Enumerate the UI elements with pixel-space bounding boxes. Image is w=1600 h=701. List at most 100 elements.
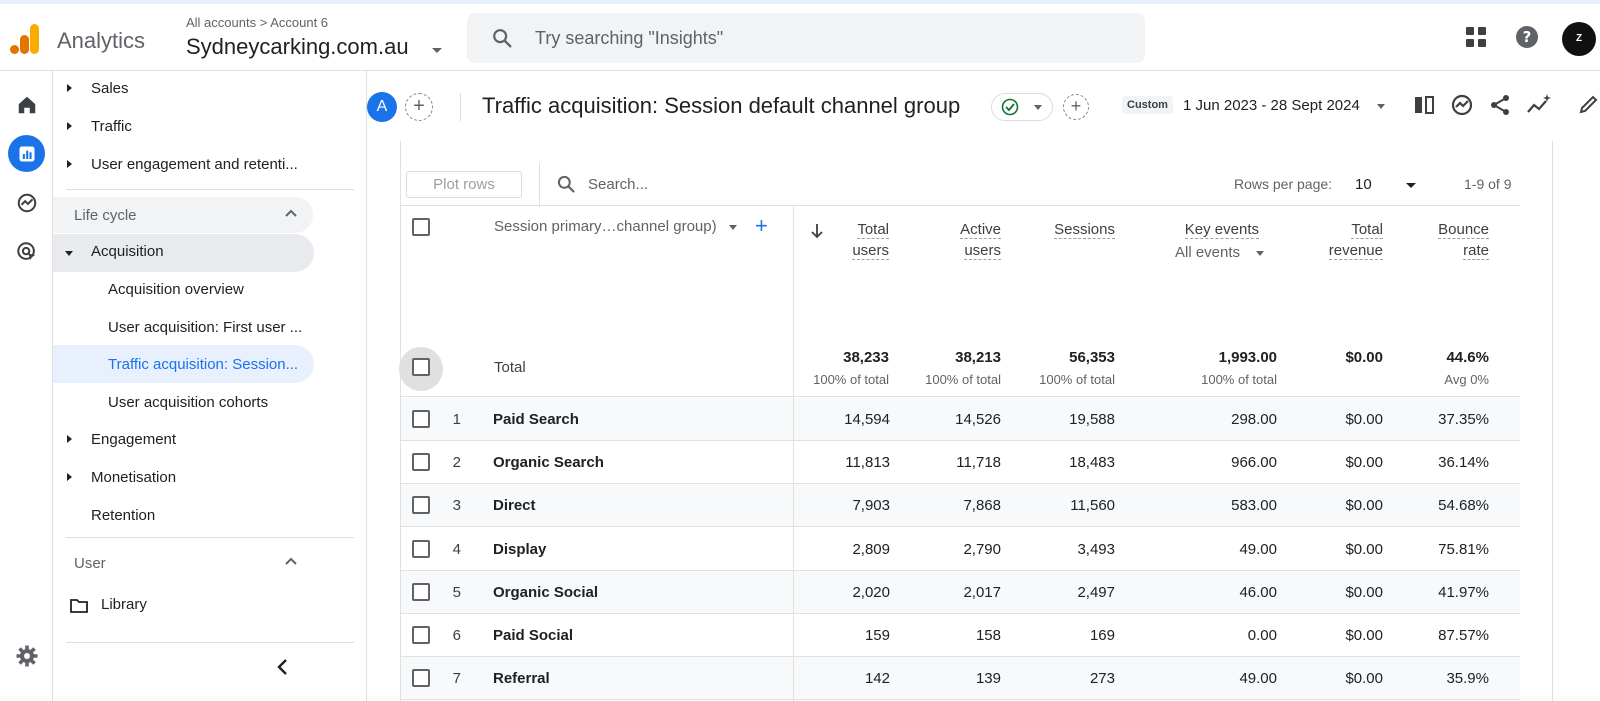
expand-user-engagement-icon[interactable]	[67, 160, 72, 168]
row-total-users: 11,813	[845, 454, 890, 472]
property-selector[interactable]: Sydneycarking.com.au	[186, 34, 409, 59]
row-sessions: 169	[1089, 627, 1115, 644]
rail-explore[interactable]	[8, 184, 45, 221]
compare-columns-icon[interactable]	[1412, 93, 1436, 117]
total-total-revenue: $0.00	[1345, 349, 1383, 366]
edit-pencil-icon[interactable]	[1577, 93, 1599, 117]
nav-monetisation[interactable]: Monetisation	[91, 469, 177, 486]
row-channel-name[interactable]: Paid Social	[493, 627, 574, 644]
property-caret-down-icon[interactable]	[432, 48, 442, 53]
section-user[interactable]: User	[53, 545, 313, 581]
comparison-avatar[interactable]: A	[367, 92, 397, 122]
add-filter-button[interactable]: +	[1063, 94, 1089, 120]
table-row[interactable]: 1 Paid Search 14,594 14,526 19,588 298.00 $0.0…	[401, 398, 1520, 441]
row-checkbox[interactable]	[412, 539, 430, 558]
account-breadcrumb[interactable]: All accounts > Account 6	[186, 15, 328, 30]
nav-user-acquisition[interactable]: User acquisition: First user ...	[108, 319, 303, 336]
rail-advertising[interactable]	[8, 233, 45, 270]
insights-icon[interactable]	[1450, 93, 1474, 117]
row-channel-name[interactable]: Paid Search	[493, 411, 579, 428]
section-life-cycle-label: Life cycle	[74, 207, 137, 224]
add-comparison-button[interactable]: +	[405, 93, 433, 121]
row-checkbox[interactable]	[412, 410, 430, 428]
col-header-active-users[interactable]: Active users	[920, 219, 1001, 261]
report-status-pill[interactable]	[991, 93, 1053, 121]
row-checkbox[interactable]	[412, 582, 430, 601]
nav-user-acquisition-cohorts[interactable]: User acquisition cohorts	[108, 394, 269, 411]
rail-home[interactable]	[8, 86, 45, 123]
row-key-events: 46.00	[1239, 583, 1277, 601]
apps-grid-icon[interactable]	[1465, 26, 1487, 48]
nav-library[interactable]: Library	[101, 596, 147, 613]
key-events-filter[interactable]: All events	[1175, 244, 1241, 261]
global-search[interactable]: Try searching "Insights"	[467, 13, 1145, 63]
collapse-acquisition-icon[interactable]	[65, 251, 73, 256]
row-checkbox[interactable]	[412, 626, 430, 644]
nav-sales[interactable]: Sales	[91, 80, 129, 97]
nav-engagement[interactable]: Engagement	[91, 431, 177, 448]
dimension-caret-down-icon[interactable]	[729, 225, 737, 230]
row-channel-name[interactable]: Direct	[493, 497, 536, 515]
row-channel-name[interactable]: Referral	[493, 670, 550, 688]
chevron-up-icon[interactable]	[285, 557, 297, 565]
key-events-caret-icon[interactable]	[1256, 251, 1264, 256]
row-active-users: 2,017	[963, 583, 1001, 601]
plot-rows-button[interactable]: Plot rows	[406, 171, 522, 198]
col-header-key-events[interactable]: Key events	[1140, 219, 1259, 240]
user-avatar[interactable]: Z	[1562, 22, 1596, 56]
nav-acquisition[interactable]: Acquisition	[91, 243, 164, 260]
table-row[interactable]: 3 Direct 7,903 7,868 11,560 583.00 $0.00 54.68%	[401, 484, 1520, 528]
expand-engagement-icon[interactable]	[67, 435, 72, 443]
table-row[interactable]: 7 Referral 142 139 273 49.00 $0.00 35.9%	[401, 657, 1520, 701]
row-channel-name[interactable]: Display	[493, 540, 547, 558]
expand-monetisation-icon[interactable]	[67, 473, 72, 481]
add-dimension-plus-icon[interactable]: +	[755, 213, 768, 238]
breadcrumb-account[interactable]: Account 6	[270, 15, 329, 30]
rows-per-page-select[interactable]: 10	[1355, 176, 1372, 193]
title-separator	[460, 93, 461, 121]
row-checkbox[interactable]	[412, 496, 430, 515]
table-row[interactable]: 5 Organic Social 2,020 2,017 2,497 46.00 $0.00…	[401, 570, 1520, 614]
col-header-total-revenue[interactable]: Total revenue	[1290, 219, 1383, 261]
rows-per-page-caret-icon[interactable]	[1406, 183, 1416, 188]
expand-traffic-icon[interactable]	[67, 122, 72, 130]
dimension-column-header[interactable]: Session primary…channel group)	[494, 218, 717, 235]
section-life-cycle[interactable]: Life cycle	[53, 197, 313, 233]
rail-admin[interactable]	[8, 637, 45, 674]
nav-user-engagement[interactable]: User engagement and retenti...	[91, 156, 298, 173]
col-header-sessions[interactable]: Sessions	[1020, 219, 1115, 240]
collapse-nav-chevron-left-icon[interactable]	[276, 658, 288, 676]
sort-arrow-down-icon[interactable]	[810, 223, 824, 239]
expand-sales-icon[interactable]	[67, 84, 72, 92]
rail-reports[interactable]	[8, 135, 45, 172]
nav-acquisition-overview[interactable]: Acquisition overview	[108, 281, 244, 298]
table-row[interactable]: 4 Display 2,809 2,790 3,493 49.00 $0.00 75.81%	[401, 528, 1520, 571]
table-search-input[interactable]: Search...	[588, 176, 649, 193]
row-checkbox[interactable]	[412, 669, 430, 688]
nav-retention[interactable]: Retention	[91, 507, 156, 524]
col-header-bounce-rate[interactable]: Bounce rate	[1400, 219, 1489, 261]
row-checkbox[interactable]	[412, 453, 430, 472]
col-header-total-users[interactable]: Total users	[820, 219, 889, 261]
nav-acquisition-row[interactable]	[53, 234, 314, 272]
date-caret-down-icon[interactable]	[1377, 104, 1385, 109]
date-range-picker[interactable]: 1 Jun 2023 - 28 Sept 2024	[1183, 97, 1360, 114]
row-total-users: 2,020	[852, 583, 890, 601]
select-all-checkbox[interactable]	[412, 218, 430, 236]
page-title: Traffic acquisition: Session default cha…	[482, 93, 961, 118]
table-row[interactable]: 6 Paid Social 159 158 169 0.00 $0.00 87.57%	[401, 614, 1520, 657]
search-placeholder[interactable]: Try searching "Insights"	[535, 28, 724, 48]
total-row-checkbox[interactable]	[412, 358, 430, 376]
nav-traffic[interactable]: Traffic	[91, 118, 132, 135]
help-icon[interactable]: ?	[1515, 25, 1539, 49]
nav-traffic-acquisition[interactable]: Traffic acquisition: Session...	[108, 356, 299, 373]
share-icon[interactable]	[1488, 93, 1512, 117]
sparkle-trend-icon[interactable]	[1526, 93, 1552, 117]
nav-traffic-acquisition-selected[interactable]	[53, 345, 314, 383]
row-channel-name[interactable]: Organic Social	[493, 583, 599, 601]
chevron-up-icon[interactable]	[285, 209, 297, 217]
row-channel-name[interactable]: Organic Search	[493, 454, 604, 472]
breadcrumb-all-accounts[interactable]: All accounts	[186, 15, 257, 30]
table-row[interactable]: 2 Organic Search 11,813 11,718 18,483 966.00 $…	[401, 441, 1520, 485]
analytics-logo-icon[interactable]	[10, 22, 40, 56]
